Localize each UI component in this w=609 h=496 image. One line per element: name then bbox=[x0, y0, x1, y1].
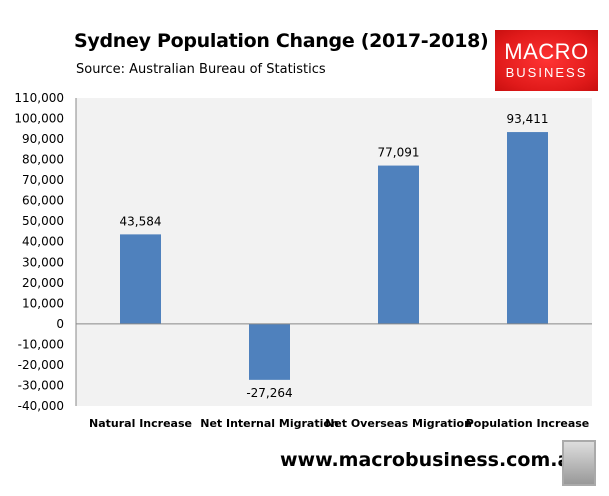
logo-line1: MACRO bbox=[504, 39, 589, 64]
y-tick-label: 80,000 bbox=[22, 153, 64, 167]
x-tick-label: Natural Increase bbox=[89, 417, 192, 430]
bar bbox=[378, 165, 419, 324]
y-tick-label: 50,000 bbox=[22, 214, 64, 228]
y-tick-label: 60,000 bbox=[22, 194, 64, 208]
x-tick-label: Net Overseas Migration bbox=[325, 417, 472, 430]
y-tick-label: -40,000 bbox=[18, 399, 64, 413]
y-tick-label: -30,000 bbox=[18, 378, 64, 392]
y-tick-label: 40,000 bbox=[22, 235, 64, 249]
y-tick-label: 90,000 bbox=[22, 132, 64, 146]
plot-area bbox=[76, 98, 592, 406]
y-tick-label: 20,000 bbox=[22, 276, 64, 290]
y-tick-label: 0 bbox=[56, 317, 64, 331]
wolf-icon bbox=[562, 440, 596, 486]
website-url: www.macrobusiness.com.au bbox=[280, 449, 584, 471]
data-label: -27,264 bbox=[246, 386, 292, 400]
y-tick-label: 100,000 bbox=[14, 112, 64, 126]
x-tick-label: Population Increase bbox=[466, 417, 590, 430]
y-tick-label: 110,000 bbox=[14, 91, 64, 105]
y-tick-label: -20,000 bbox=[18, 358, 64, 372]
y-tick-label: 10,000 bbox=[22, 296, 64, 310]
y-tick-label: 30,000 bbox=[22, 255, 64, 269]
y-tick-label: -10,000 bbox=[18, 337, 64, 351]
data-label: 93,411 bbox=[507, 112, 549, 126]
data-label: 43,584 bbox=[120, 214, 162, 228]
bar bbox=[507, 132, 548, 324]
chart-title: Sydney Population Change (2017-2018) bbox=[74, 30, 489, 52]
bar bbox=[249, 323, 290, 380]
y-tick-label: 70,000 bbox=[22, 173, 64, 187]
data-label: 77,091 bbox=[378, 146, 420, 160]
macrobusiness-logo: MACRO BUSINESS bbox=[495, 30, 598, 91]
bar bbox=[120, 234, 161, 324]
chart-subtitle: Source: Australian Bureau of Statistics bbox=[76, 62, 326, 77]
logo-line2: BUSINESS bbox=[505, 65, 588, 80]
x-tick-label: Net Internal Migration bbox=[200, 417, 339, 430]
